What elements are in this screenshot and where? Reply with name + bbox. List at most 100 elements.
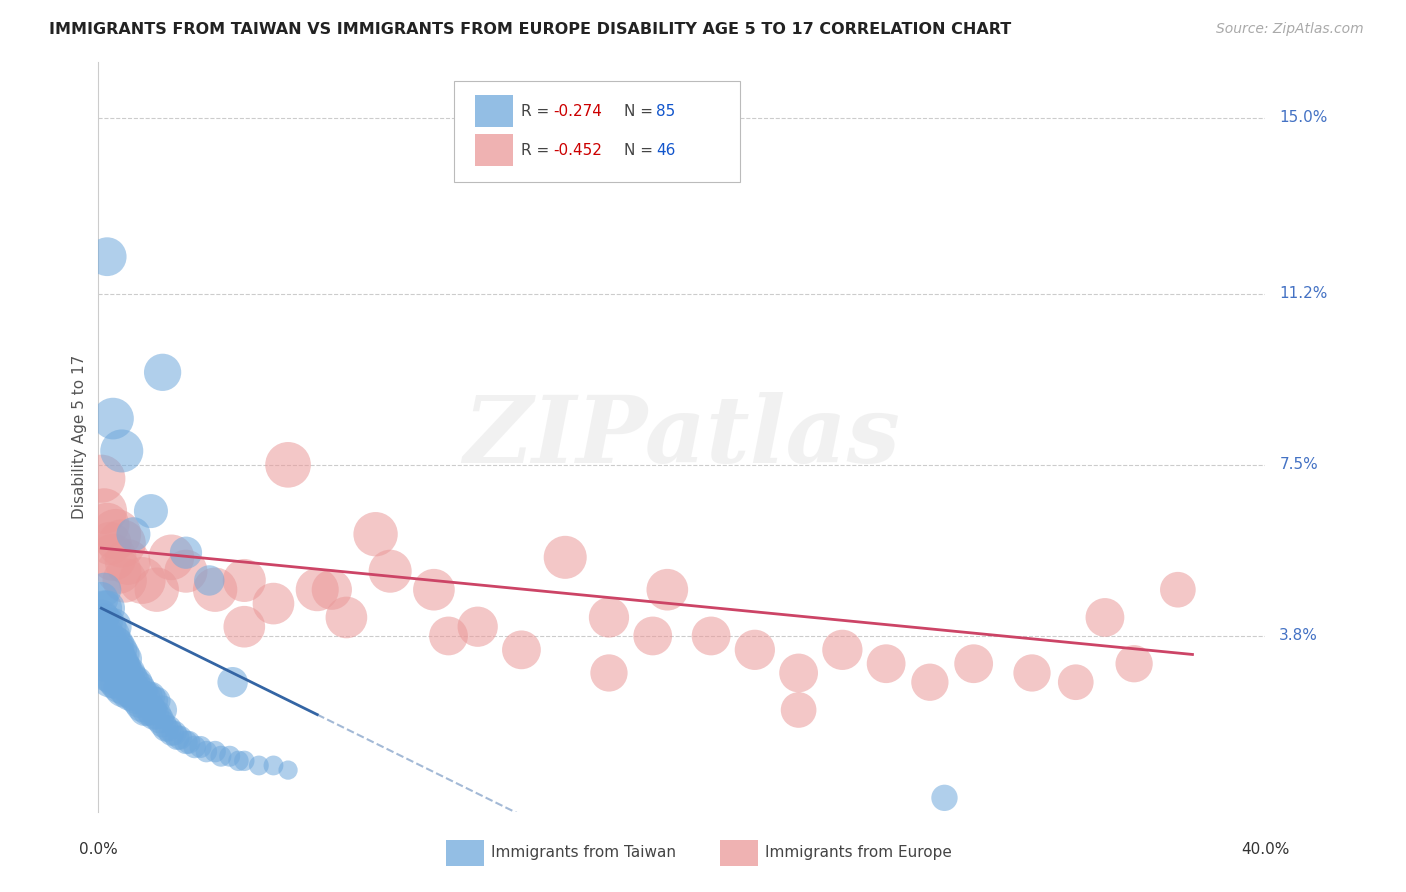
- Text: Immigrants from Taiwan: Immigrants from Taiwan: [491, 846, 675, 861]
- Text: 46: 46: [657, 143, 676, 158]
- Point: [111, 536, 134, 550]
- Point: [104, 638, 127, 652]
- Point: [146, 582, 169, 597]
- Point: [128, 694, 150, 708]
- Point: [146, 694, 169, 708]
- Point: [204, 582, 226, 597]
- Point: [962, 657, 984, 671]
- Point: [120, 684, 142, 698]
- Point: [131, 684, 153, 698]
- Point: [93, 601, 115, 615]
- Point: [262, 597, 284, 611]
- FancyBboxPatch shape: [720, 840, 758, 865]
- Point: [209, 749, 232, 764]
- Text: 40.0%: 40.0%: [1241, 842, 1289, 857]
- Point: [1021, 665, 1043, 680]
- Point: [1123, 657, 1146, 671]
- Point: [134, 703, 156, 717]
- Point: [101, 620, 124, 634]
- Text: 7.5%: 7.5%: [1279, 458, 1317, 473]
- Point: [233, 620, 256, 634]
- Point: [90, 591, 112, 606]
- Point: [262, 758, 284, 772]
- Point: [321, 582, 343, 597]
- Point: [233, 574, 256, 588]
- Point: [163, 726, 186, 740]
- Point: [104, 527, 127, 541]
- Point: [104, 652, 127, 666]
- Point: [139, 504, 162, 518]
- Point: [247, 758, 270, 772]
- Point: [155, 722, 177, 736]
- Point: [700, 629, 723, 643]
- Text: 0.0%: 0.0%: [79, 842, 118, 857]
- Point: [114, 665, 136, 680]
- Point: [117, 555, 139, 569]
- Point: [128, 680, 150, 694]
- Point: [101, 665, 124, 680]
- Point: [1167, 582, 1189, 597]
- Text: Source: ZipAtlas.com: Source: ZipAtlas.com: [1216, 22, 1364, 37]
- Text: N =: N =: [624, 103, 658, 119]
- Point: [117, 680, 139, 694]
- Point: [90, 472, 112, 486]
- Point: [335, 610, 357, 624]
- Point: [467, 620, 489, 634]
- Text: -0.274: -0.274: [554, 103, 602, 119]
- Point: [114, 680, 136, 694]
- Text: 15.0%: 15.0%: [1279, 111, 1327, 126]
- Point: [423, 582, 446, 597]
- Text: N =: N =: [624, 143, 658, 158]
- Point: [598, 665, 620, 680]
- FancyBboxPatch shape: [475, 135, 513, 166]
- Point: [218, 749, 240, 764]
- Y-axis label: Disability Age 5 to 17: Disability Age 5 to 17: [72, 355, 87, 519]
- Point: [174, 735, 197, 749]
- Point: [117, 665, 139, 680]
- Point: [195, 745, 218, 759]
- Point: [93, 629, 115, 643]
- Point: [934, 790, 956, 805]
- Point: [598, 610, 620, 624]
- Point: [437, 629, 460, 643]
- Text: R =: R =: [520, 143, 554, 158]
- Point: [177, 735, 200, 749]
- Point: [101, 411, 124, 425]
- Point: [96, 652, 118, 666]
- Text: Immigrants from Europe: Immigrants from Europe: [765, 846, 952, 861]
- Point: [152, 703, 174, 717]
- Point: [190, 739, 212, 754]
- Point: [160, 550, 183, 565]
- Point: [554, 550, 576, 565]
- Point: [93, 582, 115, 597]
- Point: [787, 703, 810, 717]
- Point: [111, 661, 134, 675]
- Point: [166, 731, 188, 745]
- FancyBboxPatch shape: [446, 840, 484, 865]
- Point: [111, 648, 134, 662]
- Point: [160, 726, 183, 740]
- Point: [380, 564, 402, 578]
- Point: [233, 754, 256, 768]
- Point: [875, 657, 897, 671]
- Point: [657, 582, 679, 597]
- Point: [131, 698, 153, 713]
- Point: [183, 739, 205, 754]
- Point: [142, 694, 165, 708]
- Point: [111, 675, 134, 690]
- Point: [149, 712, 172, 726]
- Point: [93, 504, 115, 518]
- Point: [98, 536, 121, 550]
- Point: [277, 458, 299, 472]
- Point: [228, 754, 250, 768]
- Point: [510, 643, 533, 657]
- Point: [174, 546, 197, 560]
- Point: [114, 574, 136, 588]
- Point: [98, 643, 121, 657]
- Point: [120, 671, 142, 685]
- Point: [1094, 610, 1116, 624]
- Text: R =: R =: [520, 103, 554, 119]
- Point: [108, 643, 131, 657]
- Point: [131, 574, 153, 588]
- Point: [90, 610, 112, 624]
